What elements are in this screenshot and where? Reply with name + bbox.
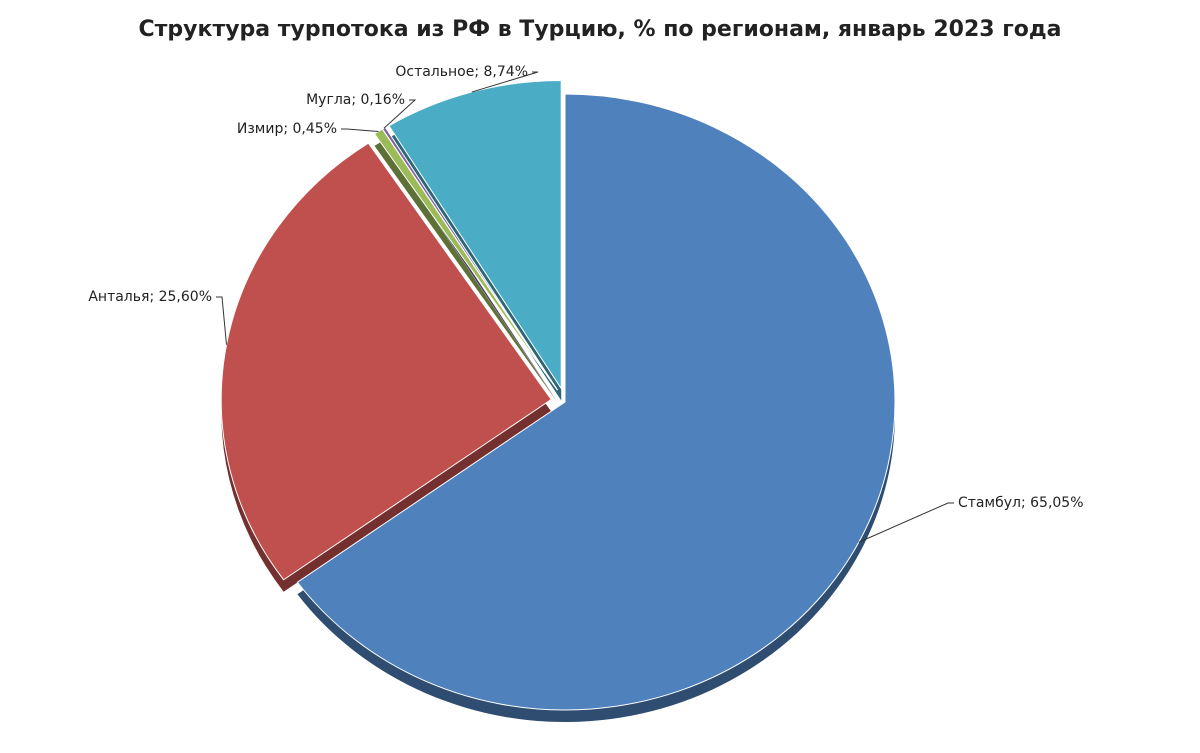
chart-title: Структура турпотока из РФ в Турцию, % по… <box>139 17 1062 42</box>
label-category: Остальное <box>395 64 474 80</box>
label-separator: ; <box>474 64 483 80</box>
data-label: Стамбул; 65,05% <box>958 495 1084 511</box>
label-value: 0,16% <box>361 92 405 108</box>
label-value: 25,60% <box>159 289 212 305</box>
label-category: Стамбул <box>958 495 1021 511</box>
label-category: Измир <box>237 121 284 137</box>
leader-line <box>216 296 227 345</box>
slice <box>296 93 896 711</box>
label-value: 0,45% <box>293 121 337 137</box>
data-label: Остальное; 8,74% <box>395 64 528 80</box>
label-category: Анталья <box>88 289 149 305</box>
leader-line <box>341 128 379 132</box>
label-value: 8,74% <box>484 64 528 80</box>
label-separator: ; <box>149 289 158 305</box>
slice-side <box>374 141 558 403</box>
label-value: 65,05% <box>1030 495 1083 511</box>
data-label: Анталья; 25,60% <box>88 289 212 305</box>
label-separator: ; <box>351 92 360 108</box>
leader-line <box>471 71 539 93</box>
slice <box>388 80 562 391</box>
leader-line <box>858 502 954 543</box>
leader-line <box>383 99 417 129</box>
label-separator: ; <box>283 121 292 137</box>
data-label: Мугла; 0,16% <box>306 92 405 108</box>
data-label: Измир; 0,45% <box>237 121 337 137</box>
label-category: Мугла <box>306 92 351 108</box>
label-separator: ; <box>1021 495 1030 511</box>
